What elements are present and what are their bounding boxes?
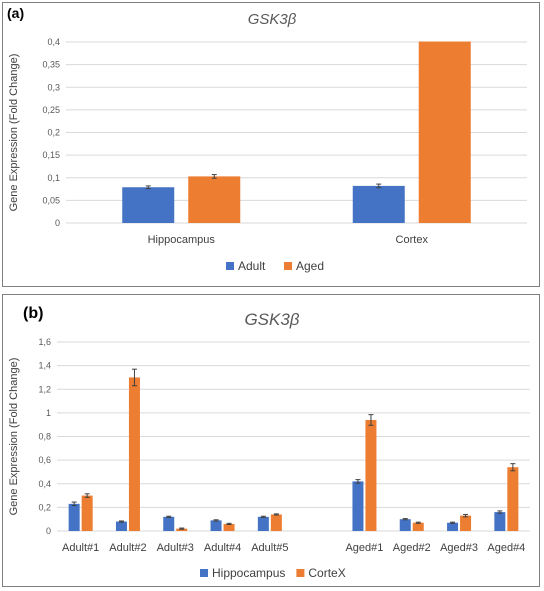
y-tick-label: 0,3 [47, 82, 60, 92]
bar-cortex [270, 514, 282, 531]
legend-label: Aged [296, 259, 324, 273]
x-tick-label: Hippocampus [148, 234, 216, 246]
y-tick-label: 0,2 [38, 502, 51, 512]
legend-swatch [284, 262, 292, 270]
panel-b: (b) [2, 294, 540, 587]
x-tick-label: Adult#2 [109, 542, 146, 554]
x-tick-label: Aged#2 [393, 542, 431, 554]
chart-title: GSK3β [244, 310, 299, 329]
bar-adult [352, 185, 405, 223]
panel-b-label: (b) [23, 305, 44, 322]
y-tick-label: 0,4 [47, 37, 60, 47]
bar-cortex [176, 528, 188, 531]
x-tick-label: Aged#4 [487, 542, 525, 554]
bar-cortex [460, 515, 472, 531]
legend-label: Hippocampus [212, 566, 285, 580]
legend-label: CorteX [308, 566, 345, 580]
bar-cortex [412, 522, 424, 531]
y-tick-label: 0,2 [47, 128, 60, 138]
bar-hippocampus [399, 519, 411, 531]
bar-cortex [223, 523, 235, 531]
y-tick-label: 1 [46, 408, 51, 418]
bar-aged [418, 41, 471, 223]
y-tick-label: 1,2 [38, 384, 51, 394]
x-tick-label: Adult#1 [62, 542, 99, 554]
bar-hippocampus [257, 516, 269, 531]
y-tick-label: 0,4 [38, 479, 51, 489]
bar-aged [188, 176, 241, 223]
x-tick-label: Aged#1 [345, 542, 383, 554]
bar-cortex [81, 495, 93, 531]
bar-cortex [507, 467, 519, 531]
bar-hippocampus [68, 503, 80, 531]
bar-hippocampus [494, 512, 506, 531]
chart-title: GSK3β [248, 11, 297, 28]
bar-hippocampus [447, 522, 459, 531]
y-tick-label: 0,6 [38, 455, 51, 465]
y-axis-label: Gene Expression (Fold Change) [8, 358, 20, 516]
x-tick-label: Aged#3 [440, 542, 478, 554]
bar-hippocampus [210, 520, 222, 531]
y-tick-label: 0,05 [42, 195, 60, 205]
y-tick-label: 0 [55, 218, 60, 228]
legend-swatch [296, 569, 305, 577]
bar-hippocampus [163, 516, 175, 531]
y-tick-label: 1,6 [38, 337, 51, 347]
x-tick-label: Adult#4 [204, 542, 241, 554]
legend-swatch [200, 569, 208, 577]
y-axis-label: Gene Expression (Fold Change) [8, 54, 20, 212]
bar-hippocampus [115, 521, 127, 531]
bar-hippocampus [352, 481, 364, 531]
legend-swatch [226, 262, 234, 270]
bar-adult [122, 187, 175, 223]
x-tick-label: Adult#3 [157, 542, 194, 554]
x-tick-label: Adult#5 [251, 542, 288, 554]
legend-label: Adult [238, 259, 266, 273]
y-tick-label: 0,25 [42, 105, 60, 115]
y-tick-label: 0,35 [42, 60, 60, 70]
y-tick-label: 0,15 [42, 150, 60, 160]
y-tick-label: 0 [46, 526, 51, 536]
y-tick-label: 0,8 [38, 432, 51, 442]
y-tick-label: 1,4 [38, 361, 51, 371]
y-tick-label: 0,1 [47, 173, 60, 183]
x-tick-label: Cortex [396, 234, 429, 246]
bar-cortex [128, 377, 140, 531]
panel-a-label: (a) [7, 5, 25, 21]
bar-cortex [365, 419, 377, 531]
